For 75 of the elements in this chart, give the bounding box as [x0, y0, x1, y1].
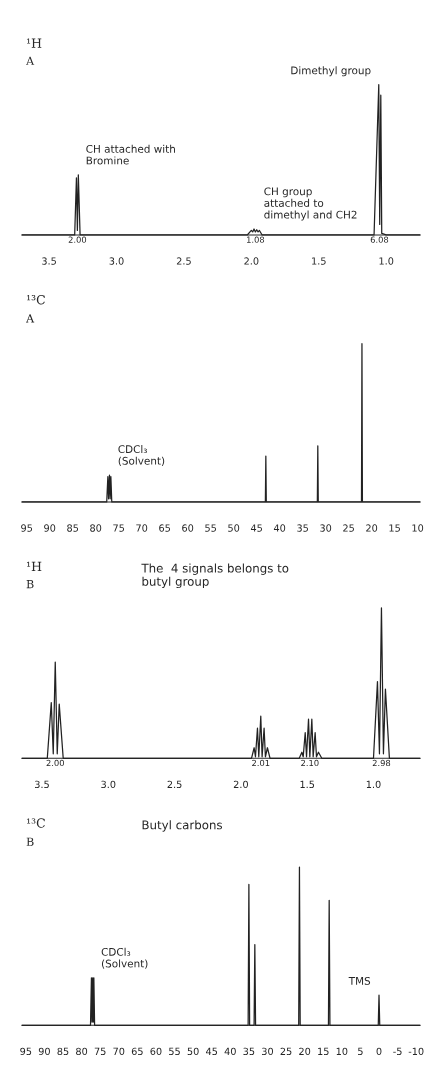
- x-tick-label: -10: [408, 1047, 424, 1056]
- x-tick-label: 2.5: [176, 257, 191, 265]
- x-tick-label: 0: [376, 1047, 382, 1056]
- x-tick-label: 3.5: [35, 780, 49, 789]
- annotation: CH group attached to dimethyl and CH2: [264, 187, 357, 221]
- chart-title: ¹H: [26, 561, 42, 571]
- x-tick-label: 2.5: [167, 780, 182, 789]
- x-tick-label: 90: [38, 1047, 50, 1056]
- annotation: CDCl₃ (Solvent): [101, 947, 148, 969]
- x-tick-label: 1.5: [300, 780, 315, 789]
- x-tick-label: 2.0: [233, 780, 248, 789]
- x-tick-label: 40: [224, 1047, 236, 1056]
- x-tick-label: 60: [150, 1047, 162, 1056]
- annotation: 1.08: [247, 236, 265, 243]
- x-tick-label: 80: [90, 524, 102, 532]
- annotation: TMS: [348, 976, 371, 985]
- x-tick-label: 3.5: [42, 257, 56, 265]
- x-tick-label: 1.0: [379, 257, 394, 265]
- x-tick-label: 95: [20, 1047, 32, 1056]
- x-tick-label: 60: [182, 524, 194, 532]
- x-tick-label: 30: [262, 1047, 274, 1056]
- x-tick-label: 75: [113, 524, 125, 532]
- x-tick-label: 3.0: [101, 780, 116, 789]
- x-tick-label: 75: [94, 1047, 106, 1056]
- x-tick-label: 35: [243, 1047, 255, 1056]
- x-tick-label: 10: [412, 524, 424, 532]
- x-tick-label: 5: [358, 1047, 363, 1056]
- x-tick-label: 15: [389, 524, 400, 532]
- x-tick-label: 65: [159, 524, 170, 532]
- x-tick-label: 85: [57, 1047, 69, 1056]
- chart-subtitle: A: [26, 56, 35, 65]
- x-tick-label: 10: [336, 1047, 348, 1056]
- x-tick-label: 35: [297, 524, 308, 532]
- text: Butyl carbons: [142, 820, 223, 832]
- x-tick-label: 95: [21, 524, 33, 532]
- x-tick-label: 1.0: [366, 780, 381, 789]
- x-tick-label: 55: [205, 524, 216, 532]
- x-tick-label: 3.0: [109, 257, 124, 265]
- annotation: 2.00: [46, 759, 64, 767]
- x-tick-label: -5: [393, 1047, 402, 1056]
- x-tick-label: 80: [76, 1047, 88, 1056]
- annotation: 2.98: [372, 759, 391, 767]
- x-tick-label: 25: [343, 524, 354, 532]
- x-tick-label: 45: [206, 1047, 218, 1056]
- x-tick-label: 85: [67, 524, 79, 532]
- chart-subtitle: B: [26, 837, 34, 846]
- x-tick-label: 15: [318, 1047, 329, 1056]
- x-tick-label: 25: [280, 1047, 292, 1056]
- x-tick-label: 30: [320, 524, 332, 532]
- x-tick-label: 50: [228, 524, 240, 532]
- chart-subtitle: A: [26, 314, 35, 323]
- x-tick-label: 1.5: [312, 257, 326, 265]
- x-tick-label: 20: [299, 1047, 311, 1056]
- annotation: CH attached with Bromine: [86, 144, 175, 165]
- x-tick-label: 70: [113, 1047, 125, 1056]
- chart-title: ¹³C: [26, 294, 45, 305]
- chart-subtitle: B: [26, 580, 34, 589]
- x-tick-label: 2.0: [244, 257, 259, 265]
- text: The 4 signals belongs to butyl group: [141, 563, 289, 589]
- x-tick-label: 65: [131, 1047, 143, 1056]
- annotation: 2.00: [68, 236, 87, 243]
- annotation: 2.10: [301, 759, 319, 767]
- x-tick-label: 55: [169, 1047, 180, 1056]
- annotation: 6.08: [370, 236, 389, 243]
- chart-title: ¹³C: [26, 818, 45, 828]
- chart-title: ¹H: [26, 38, 42, 48]
- annotation: Dimethyl group: [291, 66, 371, 77]
- x-tick-label: 50: [187, 1047, 199, 1056]
- x-tick-label: 20: [366, 524, 378, 532]
- x-tick-label: 90: [44, 524, 56, 532]
- x-tick-label: 70: [136, 524, 148, 532]
- annotation: CDCl₃ (Solvent): [118, 444, 165, 466]
- annotation: 2.01: [252, 759, 270, 767]
- x-tick-label: 45: [250, 524, 262, 532]
- x-tick-label: 40: [273, 524, 286, 532]
